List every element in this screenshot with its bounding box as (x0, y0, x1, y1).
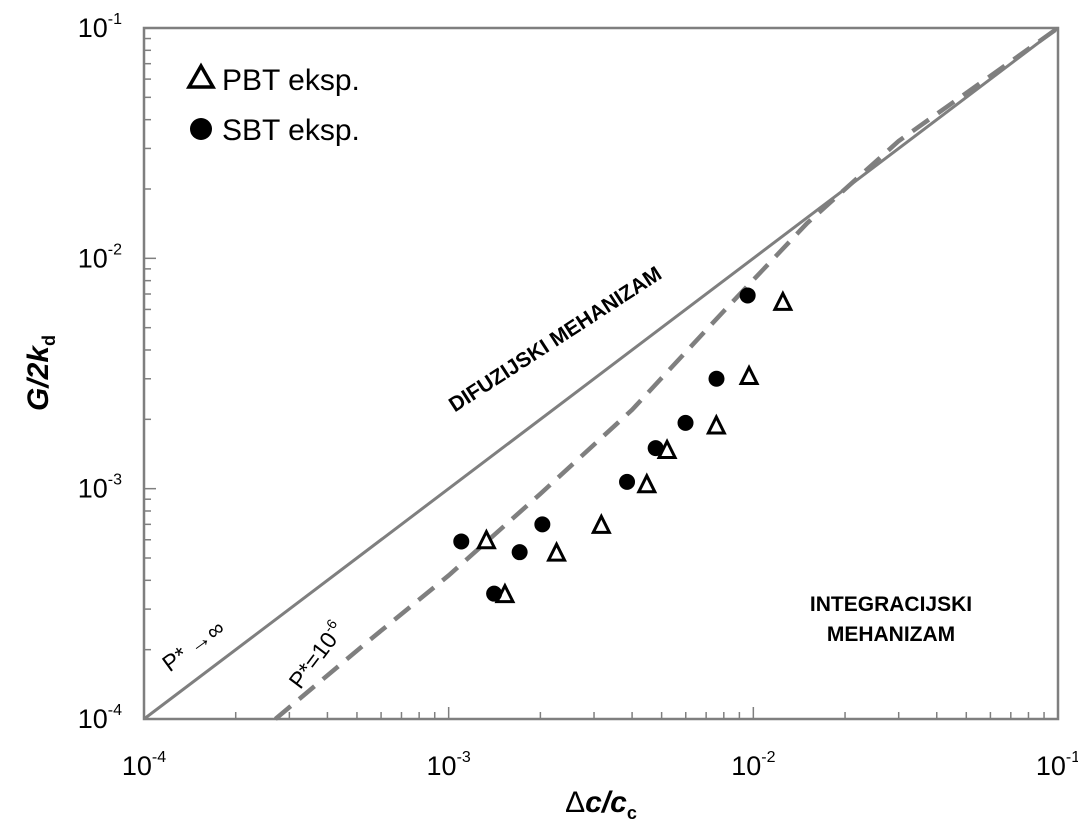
point-sbt (453, 533, 470, 550)
x-axis-title-sub: c (627, 803, 637, 823)
legend-triangle-marker (185, 62, 217, 89)
reference-line-p-1e-6 (273, 26, 1060, 721)
x-tick-label-base: 10 (731, 751, 761, 781)
x-tick-label-exp: -4 (152, 749, 166, 766)
x-axis-ticks (143, 707, 1045, 719)
legend-circle-marker (190, 118, 212, 140)
y-axis-title: G/2kd (22, 335, 59, 411)
y-tick-label-exp: -3 (108, 472, 122, 489)
legend: PBT eksp. SBT eksp. (185, 62, 360, 147)
y-axis-title-sub: d (39, 335, 59, 346)
y-tick-label: 10-2 (78, 241, 122, 273)
y-tick-label-exp: -2 (108, 241, 122, 258)
point-pbt (590, 512, 612, 534)
y-axis-ticks (144, 37, 156, 720)
x-tick-label-base: 10 (122, 751, 152, 781)
plot-area-frame (142, 26, 1060, 721)
y-tick-label: 10-3 (78, 472, 122, 504)
reference-lines (143, 26, 1060, 721)
point-sbt (647, 440, 664, 457)
x-tick-label: 10-1 (1036, 749, 1078, 781)
x-tick-label-exp: -3 (457, 749, 471, 766)
point-pbt (475, 528, 497, 550)
y-tick-label-base: 10 (78, 704, 108, 734)
point-pbt (705, 413, 727, 435)
x-tick-label: 10-2 (731, 749, 775, 781)
y-tick-label-exp: -1 (108, 11, 122, 28)
point-sbt (486, 585, 503, 602)
annotation-diffusion: DIFUZIJSKI MEHANIZAM (445, 262, 666, 417)
point-sbt (739, 287, 756, 304)
point-pbt (772, 290, 794, 311)
y-tick-label: 10-4 (78, 702, 122, 734)
y-tick-label-base: 10 (78, 243, 108, 273)
y-axis-tick-labels: 10-410-310-210-1 (78, 11, 122, 734)
point-pbt (738, 364, 760, 385)
x-tick-label-exp: -1 (1066, 749, 1078, 766)
x-axis-tick-labels: 10-4 10-3 10-2 10-1 (122, 749, 1078, 781)
point-pbt (636, 472, 658, 494)
point-sbt (619, 473, 636, 490)
x-axis-title: Δc/cc (565, 786, 637, 823)
y-tick-label-exp: -4 (108, 702, 122, 719)
point-sbt (534, 516, 551, 533)
annotation-p-1e-6-base: P*=10 (283, 627, 342, 693)
x-tick-label-exp: -2 (761, 749, 775, 766)
y-tick-label: 10-1 (78, 11, 122, 43)
y-tick-label-base: 10 (78, 13, 108, 43)
point-sbt (677, 414, 694, 431)
x-tick-label: 10-4 (122, 749, 166, 781)
point-sbt (708, 370, 725, 387)
y-axis-title-main: G/2k (22, 345, 55, 411)
x-tick-label: 10-3 (427, 749, 471, 781)
annotation-p-infinity: P* →∞ (157, 614, 229, 676)
reference-line-p-infinity (143, 26, 1059, 721)
legend-label-pbt: PBT eksp. (222, 64, 360, 97)
annotation-integration-line1: INTEGRACIJSKI (810, 593, 972, 616)
annotation-p-1e-6: P*=10-6 (282, 616, 350, 694)
x-tick-label-base: 10 (427, 751, 457, 781)
annotation-integration-line2: MEHANIZAM (827, 623, 955, 646)
y-tick-label-base: 10 (78, 474, 108, 504)
point-pbt (546, 540, 567, 562)
x-axis-title-delta: Δ (565, 786, 585, 819)
x-axis-title-main: c/c (585, 786, 627, 819)
point-sbt (511, 544, 528, 561)
legend-label-sbt: SBT eksp. (222, 114, 360, 147)
x-tick-label-base: 10 (1036, 751, 1066, 781)
data-points (453, 287, 794, 604)
